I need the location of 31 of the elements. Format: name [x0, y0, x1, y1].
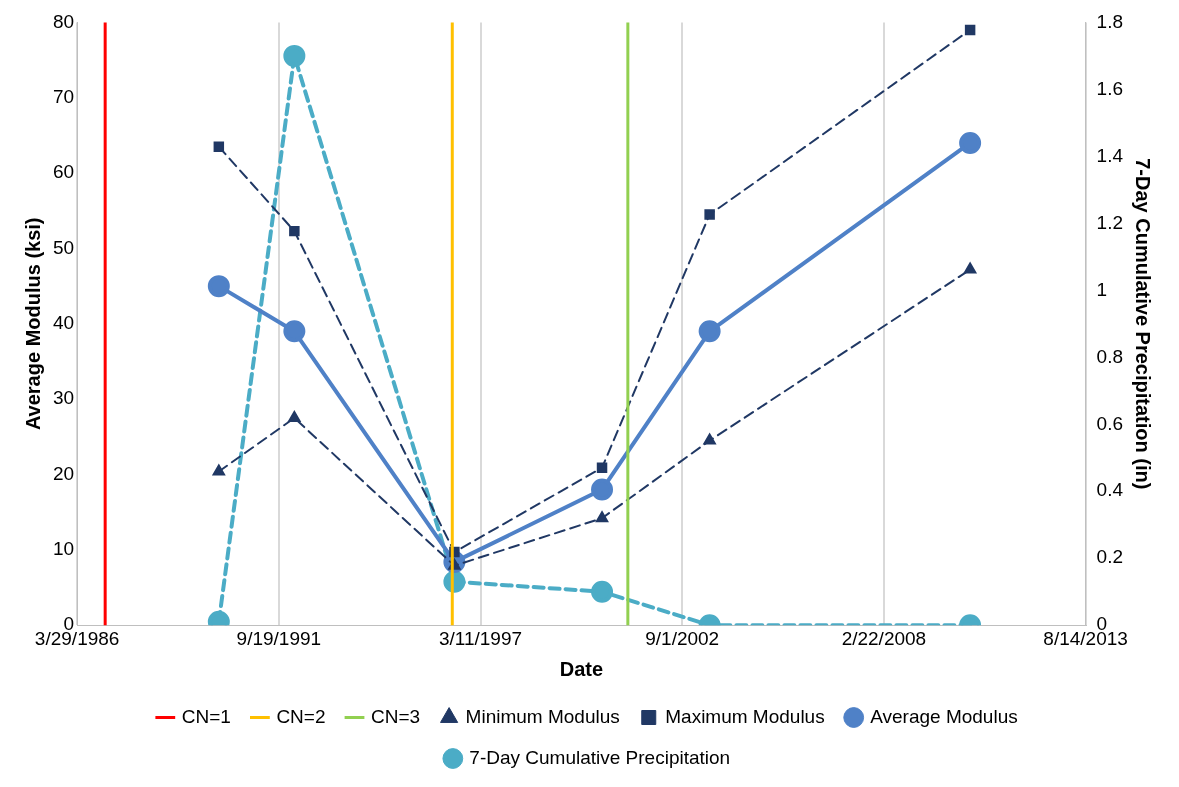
y2-tick-label: 1.4 — [1096, 144, 1124, 166]
x-tick-label: 9/19/1991 — [236, 627, 322, 649]
y-axis-title: Average Modulus (ksi) — [21, 217, 44, 431]
legend-label: CN=3 — [371, 705, 421, 727]
y2-tick-label: 0.6 — [1096, 412, 1124, 434]
y-tick-label: 50 — [52, 236, 75, 258]
y2-axis-title: 7-Day Cumulative Precipitation (in) — [1132, 158, 1155, 490]
y2-tick-label: 0.8 — [1096, 345, 1124, 367]
y-tick-label: 40 — [52, 312, 75, 334]
legend-label: CN=2 — [276, 705, 326, 727]
legend-label: Average Modulus — [870, 705, 1018, 727]
y2-tick-label: 1.8 — [1096, 10, 1124, 32]
y2-tick-label: 1.6 — [1096, 77, 1124, 99]
x-tick-label: 3/11/1997 — [438, 627, 523, 649]
y2-tick-label: 1.2 — [1096, 211, 1124, 233]
y-tick-label: 80 — [52, 10, 75, 32]
y-tick-label: 30 — [52, 387, 75, 409]
x-tick-label: 9/1/2002 — [645, 627, 720, 649]
y2-tick-label: 1 — [1096, 278, 1108, 300]
y2-tick-label: 0.2 — [1096, 546, 1124, 568]
x-tick-label: 2/22/2008 — [841, 627, 927, 649]
y-tick-label: 70 — [52, 85, 75, 107]
legend-label: 7-Day Cumulative Precipitation — [469, 746, 731, 768]
legend-label: CN=1 — [181, 705, 231, 727]
y2-tick-label: 0.4 — [1096, 479, 1124, 501]
legend-label: Maximum Modulus — [665, 705, 825, 727]
y-tick-label: 10 — [52, 538, 75, 560]
y-tick-label: 20 — [52, 462, 75, 484]
legend-label: Minimum Modulus — [465, 705, 620, 727]
x-axis-title: Date — [559, 657, 604, 680]
y-tick-label: 60 — [52, 161, 75, 183]
